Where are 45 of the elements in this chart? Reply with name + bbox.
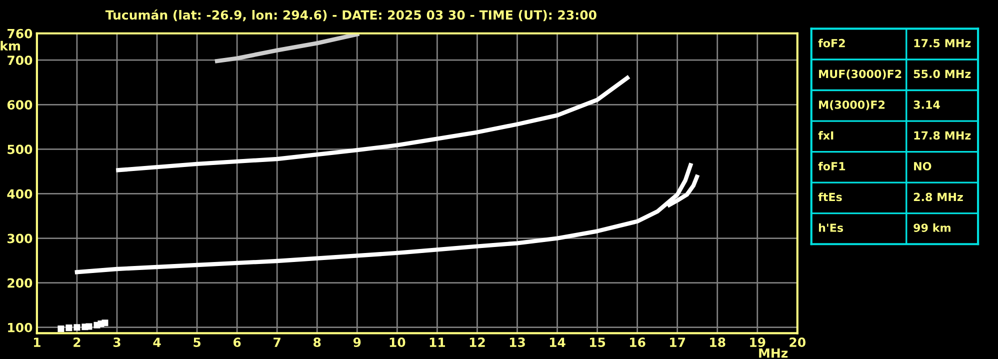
- chart-title: Tucumán (lat: -26.9, lon: 294.6) - DATE: 2025 03 30 - TIME (UT): 23:00: [105, 10, 596, 22]
- y-tick-label: 700: [8, 56, 32, 66]
- x-tick-label: 2: [74, 338, 80, 347]
- x-tick-label: 16: [630, 338, 646, 347]
- x-tick-label: 20: [790, 338, 806, 347]
- x-tick-label: 12: [470, 338, 485, 347]
- category-label: ftEs: [818, 192, 842, 202]
- category-label: foF1: [818, 162, 846, 170]
- x-tick-label: 4: [153, 338, 161, 347]
- y-tick-label: 600: [7, 100, 32, 110]
- x-tick-label: 18: [710, 338, 726, 347]
- category-label: h'Es: [818, 223, 844, 232]
- x-axis-title: MHz: [759, 348, 788, 358]
- x-tick-label: 9: [353, 338, 361, 347]
- category-label: fxI: [818, 131, 834, 140]
- x-tick-label: 8: [314, 338, 321, 347]
- category-label: foF2: [818, 38, 845, 48]
- text: 17.8 MHz: [914, 131, 971, 140]
- x-tick-label: 1: [34, 338, 40, 347]
- text: 99 km: [914, 223, 950, 232]
- x-tick-label: 3: [113, 338, 120, 347]
- y-tick-label: 200: [8, 278, 32, 288]
- category-label: MUF(3000)F2: [819, 70, 902, 80]
- y-axis-title: km: [0, 40, 20, 50]
- y-tick-label: 760: [8, 28, 32, 38]
- y-tick-label: 400: [7, 189, 32, 199]
- x-tick-label: 15: [590, 338, 606, 347]
- x-tick-label: 5: [194, 338, 200, 347]
- text: 17.5 MHz: [914, 39, 971, 48]
- x-tick-label: 11: [430, 338, 446, 347]
- category-label: M(3000)F2: [819, 100, 885, 110]
- text: NO: [914, 162, 932, 170]
- y-tick-label: 300: [8, 234, 32, 244]
- x-tick-label: 13: [510, 338, 525, 347]
- text: 2.8 MHz: [914, 192, 963, 202]
- x-tick-label: 10: [390, 338, 406, 347]
- x-tick-label: 6: [233, 338, 241, 347]
- x-tick-label: 19: [750, 338, 766, 347]
- x-tick-label: 14: [550, 338, 566, 347]
- text: 3.14: [914, 100, 940, 109]
- x-tick-label: 17: [670, 338, 686, 347]
- y-tick-label: 100: [8, 322, 32, 332]
- text: 55.0 MHz: [914, 70, 971, 78]
- x-tick-label: 7: [274, 338, 280, 347]
- y-tick-label: 500: [8, 144, 32, 154]
